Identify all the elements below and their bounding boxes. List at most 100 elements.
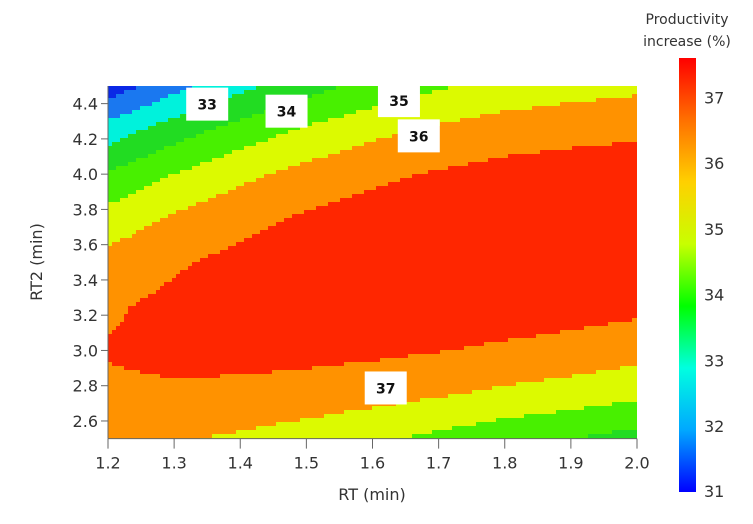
contour-cell: [256, 222, 261, 227]
contour-cell: [232, 370, 237, 375]
contour-cell: [240, 334, 245, 339]
contour-cell: [144, 238, 149, 243]
contour-cell: [232, 358, 237, 363]
contour-cell: [164, 126, 169, 131]
contour-cell: [268, 170, 273, 175]
contour-cell: [148, 118, 153, 123]
contour-cell: [324, 242, 329, 247]
contour-cell: [264, 286, 269, 291]
contour-cell: [176, 398, 181, 403]
contour-cell: [144, 422, 149, 427]
contour-cell: [188, 274, 193, 279]
contour-cell: [196, 138, 201, 143]
contour-cell: [140, 398, 145, 403]
contour-cell: [228, 354, 233, 359]
contour-cell: [292, 90, 297, 95]
contour-cell: [240, 310, 245, 315]
contour-cell: [128, 426, 133, 431]
contour-cell: [276, 142, 281, 147]
contour-cell: [208, 290, 213, 295]
contour-cell: [192, 158, 197, 163]
contour-cell: [292, 134, 297, 139]
contour-cell: [180, 202, 185, 207]
contour-cell: [280, 90, 285, 95]
contour-cell: [272, 374, 277, 379]
contour-cell: [168, 282, 173, 287]
contour-cell: [180, 330, 185, 335]
contour-cell: [304, 262, 309, 267]
contour-cell: [316, 94, 321, 99]
contour-cell: [284, 262, 289, 267]
contour-cell: [120, 310, 125, 315]
contour-cell: [220, 306, 225, 311]
contour-cell: [224, 378, 229, 383]
contour-cell: [248, 306, 253, 311]
contour-cell: [156, 402, 161, 407]
contour-cell: [252, 226, 257, 231]
contour-cell: [196, 194, 201, 199]
contour-cell: [324, 126, 329, 131]
contour-cell: [212, 354, 217, 359]
contour-cell: [160, 238, 165, 243]
contour-cell: [200, 318, 205, 323]
contour-cell: [312, 378, 317, 383]
contour-cell: [316, 286, 321, 291]
contour-cell: [164, 178, 169, 183]
contour-cell: [128, 154, 133, 159]
contour-cell: [120, 218, 125, 223]
contour-cell: [328, 290, 333, 295]
contour-cell: [288, 190, 293, 195]
contour-cell: [132, 418, 137, 423]
contour-cell: [268, 434, 273, 439]
contour-cell: [232, 334, 237, 339]
contour-cell: [176, 90, 181, 95]
contour-cell: [288, 386, 293, 391]
contour-cell: [216, 190, 221, 195]
contour-cell: [228, 306, 233, 311]
contour-cell: [256, 158, 261, 163]
contour-cell: [184, 122, 189, 127]
contour-cell: [176, 202, 181, 207]
contour-cell: [312, 122, 317, 127]
contour-cell: [180, 310, 185, 315]
contour-cell: [124, 206, 129, 211]
contour-cell: [208, 194, 213, 199]
contour-cell: [260, 330, 265, 335]
contour-cell: [312, 98, 317, 103]
contour-cell: [132, 326, 137, 331]
contour-cell: [180, 210, 185, 215]
contour-cell: [164, 266, 169, 271]
contour-cell: [300, 230, 305, 235]
contour-cell: [204, 394, 209, 399]
contour-cell: [312, 234, 317, 239]
contour-cell: [128, 122, 133, 127]
contour-cell: [220, 322, 225, 327]
contour-cell: [288, 402, 293, 407]
contour-cell: [208, 430, 213, 435]
contour-cell: [108, 250, 113, 255]
contour-cell: [312, 322, 317, 327]
contour-cell: [216, 202, 221, 207]
contour-cell: [164, 302, 169, 307]
contour-cell: [208, 178, 213, 183]
contour-cell: [328, 394, 333, 399]
contour-cell: [320, 314, 325, 319]
contour-cell: [312, 270, 317, 275]
contour-cell: [224, 154, 229, 159]
contour-cell: [168, 266, 173, 271]
contour-cell: [244, 354, 249, 359]
contour-cell: [184, 166, 189, 171]
contour-cell: [116, 122, 121, 127]
contour-cell: [180, 358, 185, 363]
contour-cell: [160, 426, 165, 431]
contour-cell: [296, 262, 301, 267]
contour-cell: [224, 422, 229, 427]
contour-cell: [120, 182, 125, 187]
contour-cell: [136, 362, 141, 367]
contour-cell: [168, 106, 173, 111]
contour-cell: [220, 330, 225, 335]
contour-cell: [168, 182, 173, 187]
contour-cell: [244, 174, 249, 179]
contour-cell: [176, 314, 181, 319]
contour-cell: [152, 178, 157, 183]
